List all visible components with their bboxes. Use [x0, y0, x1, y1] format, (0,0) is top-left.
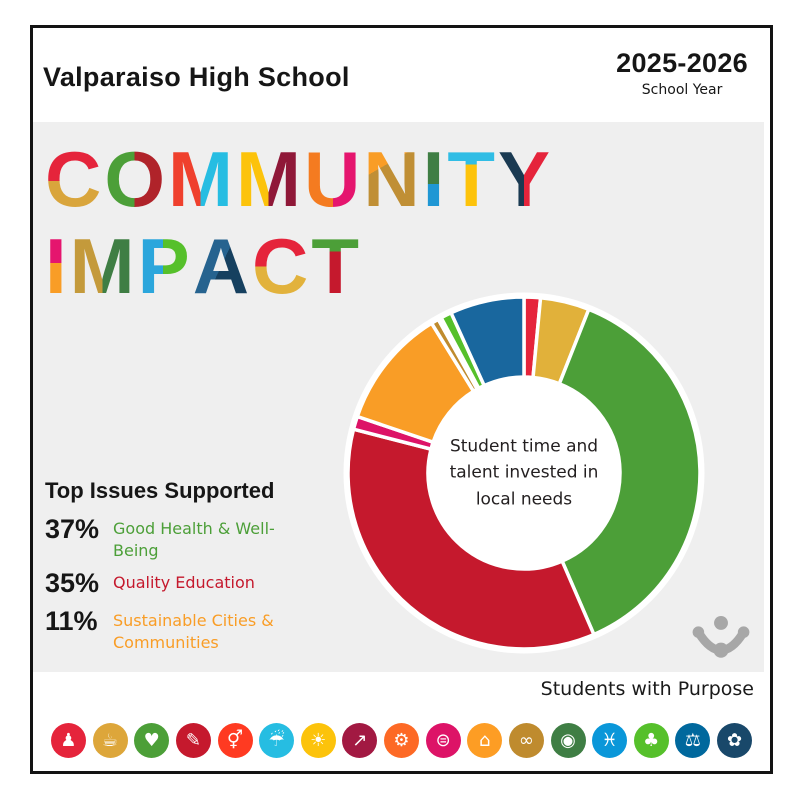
top-issues-section: Top Issues Supported 37% Good Health & W… [45, 478, 345, 660]
school-name: Valparaiso High School [43, 62, 350, 92]
title-letter: C [45, 135, 102, 223]
title-letter: P [137, 222, 190, 310]
issue-percent: 37% [45, 514, 100, 544]
sdg-1-no-poverty-icon: ♟ [51, 723, 86, 758]
title-letter: I [422, 135, 445, 223]
donut-chart: Student time and talent invested in loca… [334, 283, 714, 663]
sdg-7-affordable-and-clean-energy-icon: ☀ [300, 723, 336, 758]
issue-percent: 11% [45, 606, 98, 637]
title-letter: M [168, 135, 233, 223]
title-letter: C [252, 222, 309, 310]
sdg-3-good-health-and-well-being-icon: ♥ [134, 723, 170, 758]
sdg-11-sustainable-cities-and-communities-icon: ⌂ [467, 723, 503, 758]
issue-percent: 35% [45, 568, 100, 599]
school-year-label: School Year [641, 82, 723, 98]
sdg-2-zero-hunger-icon: ☕ [92, 723, 128, 758]
sdg-6-clean-water-and-sanitation-icon: ☔ [259, 723, 295, 758]
donut-hole [427, 376, 621, 570]
sdg-icon-row: ♟ ☕ ♥ ✎ ⚥ ☔ ☀ ↗ ⚙ ⊜ ⌂ ∞ ◉ ♓ ♣ ⚖ ✿ [51, 723, 752, 758]
sdg-12-responsible-consumption-and-production-icon: ∞ [508, 723, 544, 758]
title-letter: N [363, 135, 420, 223]
issue-row: 37% Good Health & Well-Being [45, 514, 345, 561]
students-with-purpose-logo [692, 615, 750, 658]
brand-name: Students with Purpose [540, 678, 754, 700]
sdg-8-decent-work-and-economic-growth-icon: ↗ [342, 723, 378, 758]
issue-row: 11% Sustainable Cities & Communities [45, 606, 345, 653]
sdg-5-gender-equality-icon: ⚥ [217, 723, 253, 758]
top-issues-heading: Top Issues Supported [45, 478, 275, 503]
title-letter: T [311, 222, 360, 310]
issue-row: 35% Quality Education [45, 568, 345, 599]
school-year-block: 2025-2026 School Year [616, 48, 748, 98]
issue-label: Sustainable Cities & Communities [113, 611, 274, 652]
sdg-10-reduced-inequalities-icon: ⊜ [425, 723, 461, 758]
sdg-14-life-below-water-icon: ♓ [592, 723, 628, 758]
sdg-15-life-on-land-icon: ♣ [633, 723, 669, 758]
page-title: COMMUNITY IMPACT [45, 136, 553, 310]
sdg-9-industry-innovation-and-infrastructure-icon: ⚙ [384, 723, 419, 758]
sdg-17-partnerships-for-the-goals-icon: ✿ [717, 723, 752, 758]
title-letter: I [45, 222, 67, 310]
title-letter: A [192, 222, 250, 310]
issue-label: Quality Education [113, 573, 255, 593]
issue-label: Good Health & Well-Being [113, 519, 275, 560]
title-letter: Y [498, 135, 551, 223]
report-frame: Valparaiso High School 2025-2026 School … [30, 25, 773, 774]
title-line-impact: IMPACT [45, 223, 553, 310]
sdg-16-peace-justice-and-strong-institutions-icon: ⚖ [675, 723, 711, 758]
school-year-value: 2025-2026 [616, 48, 748, 78]
donut-center-label: Student time and talent invested in loca… [449, 436, 599, 510]
sdg-4-quality-education-icon: ✎ [175, 723, 211, 758]
title-letter: O [104, 135, 166, 223]
sdg-13-climate-action-icon: ◉ [550, 723, 586, 758]
title-letter: M [236, 135, 301, 223]
title-line-community: COMMUNITY [45, 136, 553, 223]
title-letter: T [447, 135, 495, 223]
title-letter: M [69, 222, 135, 310]
title-letter: U [303, 135, 361, 223]
donut-chart-svg [343, 292, 705, 654]
